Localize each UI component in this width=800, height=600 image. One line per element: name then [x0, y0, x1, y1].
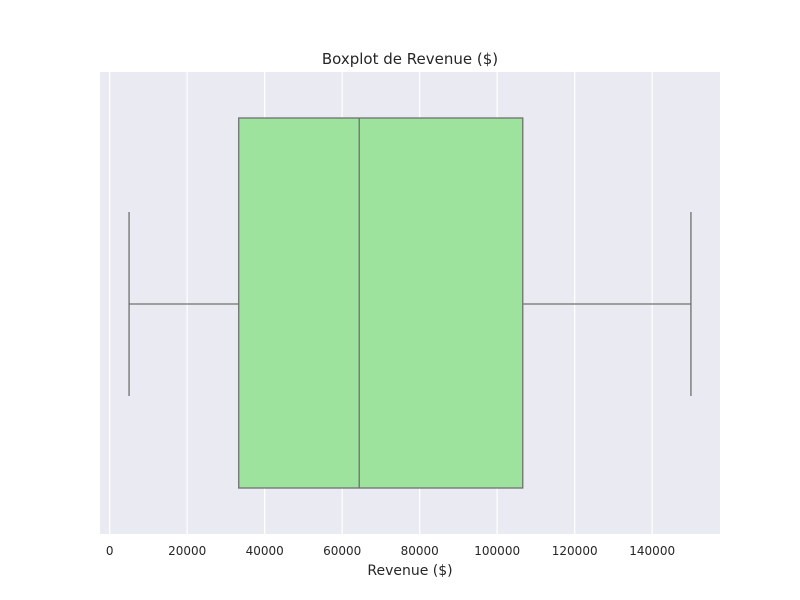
boxplot — [128, 117, 692, 489]
x-tick-labels: 0 20000 40000 60000 80000 100000 120000 140000 — [106, 544, 675, 558]
x-tick-label: 20000 — [168, 544, 206, 558]
x-tick-label: 80000 — [401, 544, 439, 558]
x-tick-label: 40000 — [246, 544, 284, 558]
chart-title: Boxplot de Revenue ($) — [322, 50, 498, 68]
x-axis-label: Revenue ($) — [367, 563, 452, 579]
x-tick-label: 100000 — [474, 544, 520, 558]
x-tick-label: 60000 — [323, 544, 361, 558]
iqr-box — [238, 117, 524, 489]
x-tick-label: 0 — [106, 544, 114, 558]
x-tick-label: 140000 — [629, 544, 675, 558]
x-tick-label: 120000 — [552, 544, 598, 558]
